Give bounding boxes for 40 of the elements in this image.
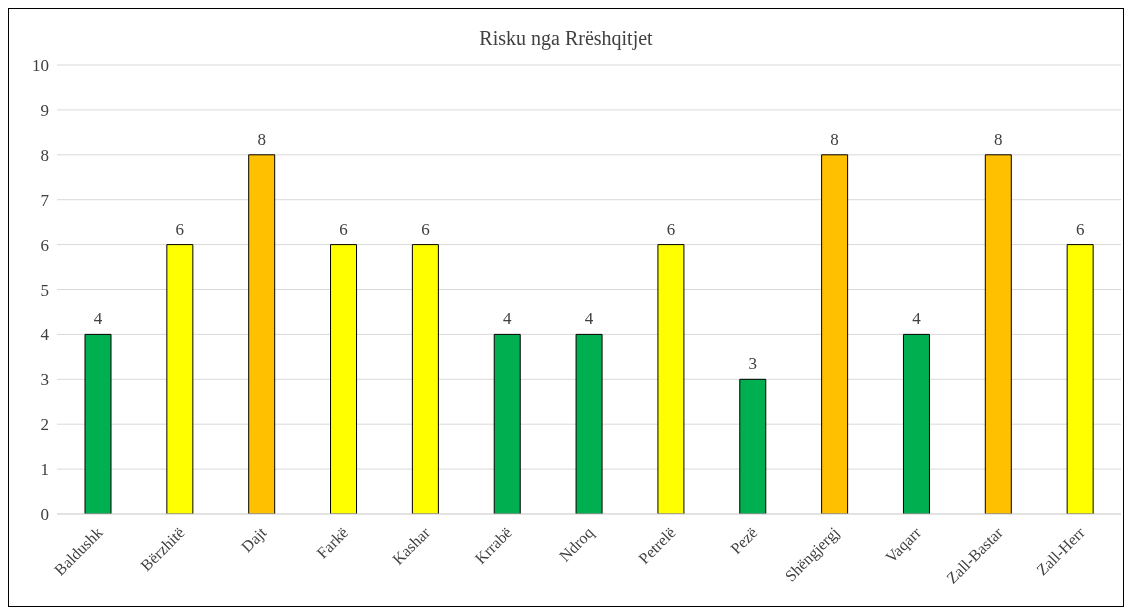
x-tick-label: Dajt (237, 523, 271, 556)
bar (902, 333, 930, 514)
y-tick-label: 4 (40, 325, 50, 345)
data-label: 6 (421, 219, 430, 239)
y-tick-label: 10 (32, 56, 49, 76)
bar (575, 333, 603, 514)
data-label: 6 (339, 219, 348, 239)
y-tick-label: 3 (40, 370, 49, 390)
data-label: 4 (584, 309, 594, 329)
y-tick-label: 8 (40, 145, 49, 165)
data-label: 3 (748, 354, 758, 374)
bar (411, 244, 439, 514)
y-tick-label: 1 (40, 460, 49, 480)
data-label: 8 (257, 129, 266, 149)
y-tick-label: 5 (40, 280, 49, 300)
bar (84, 333, 112, 514)
x-tick-label: Pezë (727, 523, 761, 558)
data-label: 6 (1075, 219, 1085, 239)
y-tick-label: 7 (40, 190, 50, 210)
data-label: 8 (994, 129, 1003, 149)
data-label: 4 (93, 309, 103, 329)
data-label: 6 (666, 219, 676, 239)
data-label: 4 (912, 309, 922, 329)
bar (739, 378, 767, 514)
y-tick-label: 6 (40, 235, 49, 255)
bar (821, 154, 849, 514)
bar (330, 244, 358, 514)
y-tick-label: 9 (40, 100, 49, 120)
data-label: 4 (502, 309, 512, 329)
bar (248, 154, 276, 514)
bar (657, 244, 685, 514)
bar (493, 333, 521, 514)
chart-title: Risku nga Rrëshqitjet (478, 27, 654, 52)
data-label: 8 (830, 129, 839, 149)
bar (166, 244, 194, 514)
y-tick-label: 2 (40, 415, 49, 435)
y-tick-label: 0 (40, 505, 49, 525)
bar (984, 154, 1012, 514)
data-label: 6 (175, 219, 185, 239)
bar (1066, 244, 1094, 514)
